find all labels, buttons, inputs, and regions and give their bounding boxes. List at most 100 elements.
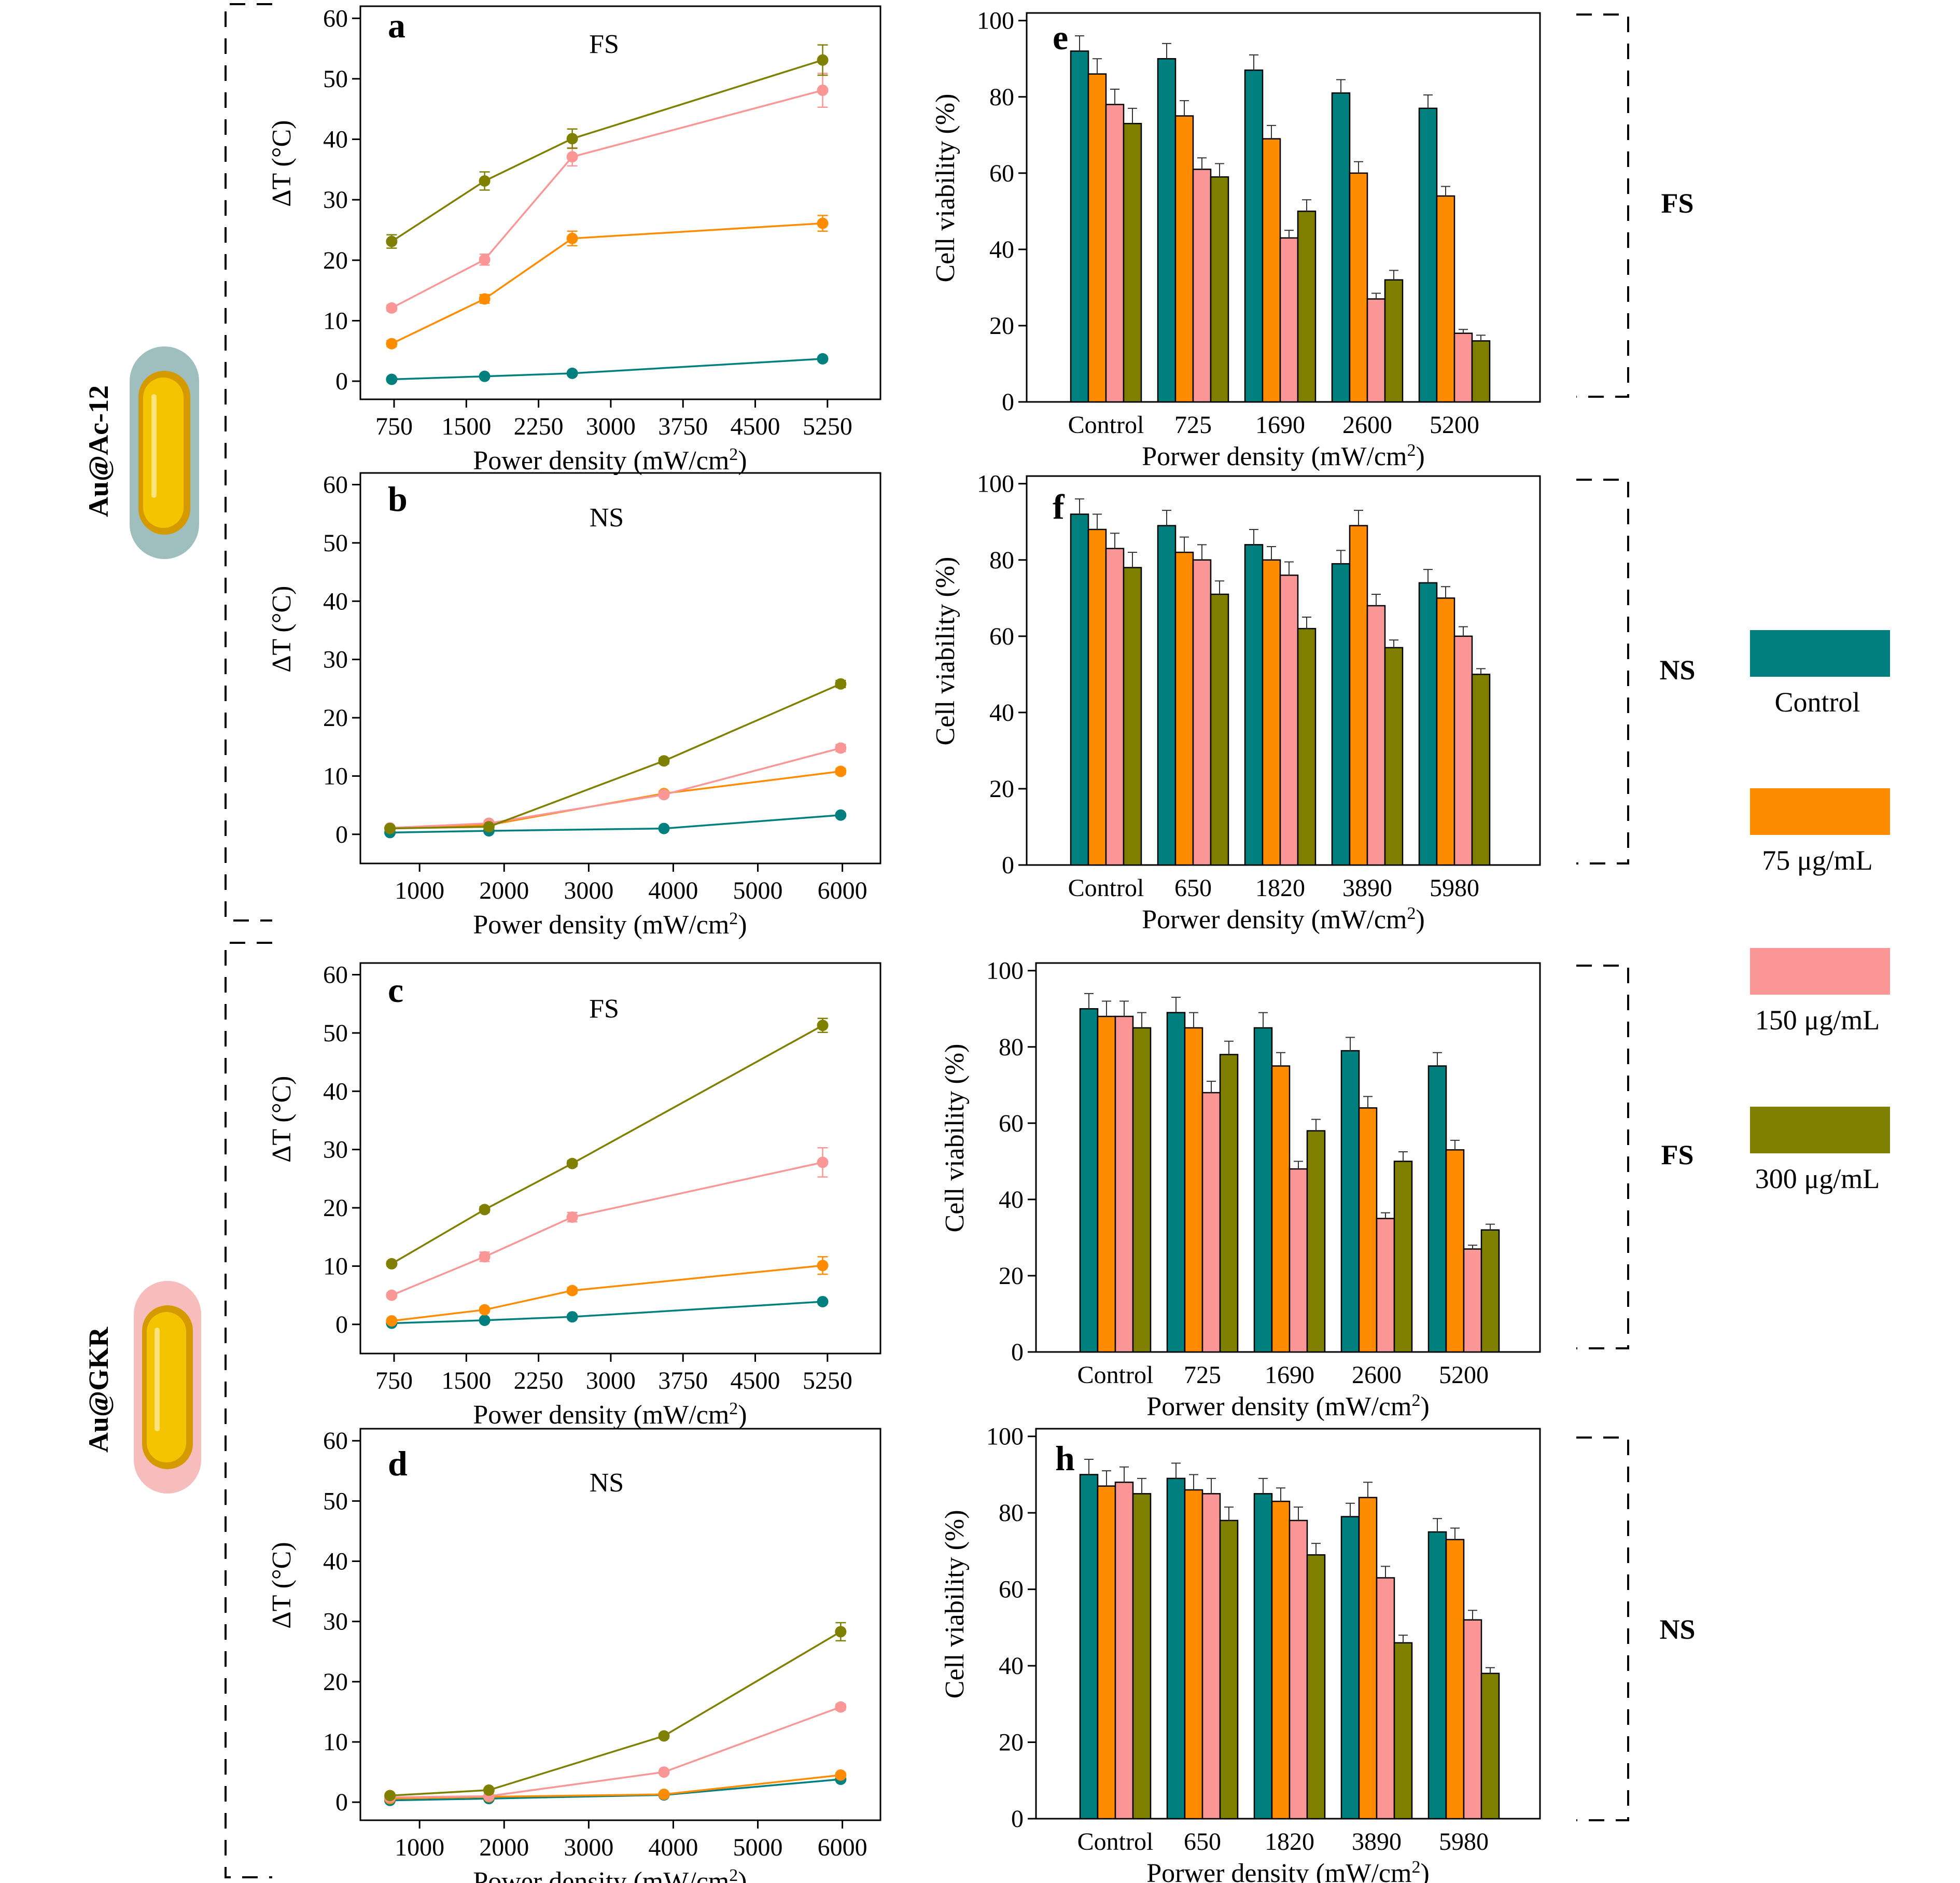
xtick-label: 1000 — [395, 1834, 444, 1861]
bracket-label-ns-2: NS — [1659, 1614, 1695, 1645]
category-label: 725 — [1184, 1361, 1221, 1389]
bar-g-0-2 — [1114, 1015, 1134, 1353]
bar-e-1-3 — [1210, 176, 1229, 403]
panel-label-d: d — [388, 1444, 408, 1483]
ytick-label: 50 — [323, 1020, 348, 1047]
panel-label-f: f — [1053, 487, 1065, 526]
x-axis-label-h: Porwer density (mW/cm2) — [1146, 1858, 1430, 1883]
ytick-label: 10 — [323, 1728, 348, 1756]
data-point — [386, 302, 398, 314]
left-bracket-au-ac12 — [225, 3, 272, 922]
data-point — [658, 755, 670, 767]
xtick-label: 3750 — [658, 413, 708, 440]
right-bracket-h — [1576, 1436, 1629, 1821]
bar-e-2-3 — [1297, 211, 1317, 403]
data-point — [384, 822, 396, 834]
series-line-b-0 — [390, 814, 841, 834]
x-axis-label-a: Power density (mW/cm2) — [473, 445, 747, 476]
legend-label-300: 300 μg/mL — [1755, 1163, 1880, 1194]
bar-h-0-0 — [1079, 1474, 1099, 1820]
series-line-d-3 — [390, 1630, 842, 1797]
data-point — [658, 1766, 670, 1778]
legend-label-150: 150 μg/mL — [1755, 1005, 1880, 1036]
data-point — [566, 367, 578, 379]
ytick-label: 40 — [323, 1078, 348, 1105]
category-label: 725 — [1174, 411, 1212, 439]
ytick-label: 20 — [989, 312, 1014, 340]
data-point — [817, 1156, 829, 1168]
x-axis-label-e: Porwer density (mW/cm2) — [1142, 441, 1425, 471]
bar-e-3-1 — [1349, 172, 1368, 403]
bar-h-2-0 — [1253, 1493, 1273, 1820]
panel-label-c: c — [388, 970, 403, 1010]
bar-f-2-0 — [1244, 544, 1264, 866]
bar-e-4-1 — [1436, 195, 1455, 403]
bar-h-1-3 — [1219, 1519, 1239, 1820]
bar-h-4-2 — [1463, 1619, 1482, 1820]
category-label: 5980 — [1430, 874, 1479, 902]
right-bracket-g — [1576, 965, 1629, 1349]
bar-g-4-1 — [1445, 1149, 1465, 1353]
bar-f-3-1 — [1349, 525, 1368, 866]
ytick-label: 50 — [323, 1487, 348, 1515]
series-line-d-2 — [390, 1706, 841, 1798]
bar-h-0-2 — [1114, 1481, 1134, 1820]
bar-g-2-3 — [1306, 1130, 1326, 1353]
data-point — [483, 821, 495, 833]
bar-f-4-2 — [1453, 635, 1473, 866]
data-point — [817, 353, 829, 365]
data-point — [479, 1314, 491, 1326]
y-axis-label-e: Cell viability (%) — [931, 94, 960, 283]
data-point — [566, 1285, 578, 1296]
bar-g-0-1 — [1097, 1015, 1116, 1353]
series-line-c-2 — [391, 1161, 823, 1296]
bar-f-1-1 — [1174, 551, 1194, 866]
bar-e-0-0 — [1070, 50, 1089, 403]
series-line-b-2 — [390, 747, 841, 829]
ytick-label: 20 — [999, 1262, 1024, 1290]
left-bracket-au-gkr — [225, 942, 272, 1878]
data-point — [386, 1289, 398, 1301]
data-point — [386, 338, 398, 350]
data-point — [658, 789, 670, 801]
ytick-label: 0 — [335, 1311, 348, 1338]
row-label-au-gkr: Au@GKR — [83, 1327, 114, 1453]
bar-f-3-3 — [1384, 647, 1404, 866]
bar-e-0-2 — [1105, 104, 1125, 403]
bar-e-1-0 — [1157, 58, 1177, 403]
panel-title-c: FS — [589, 994, 619, 1024]
category-label: 5980 — [1439, 1828, 1489, 1856]
y-axis-label-g: Cell viability (%) — [940, 1044, 970, 1233]
ytick-label: 20 — [323, 704, 348, 732]
xtick-label: 3000 — [586, 413, 636, 440]
xtick-label: 2250 — [514, 413, 564, 440]
bar-h-4-0 — [1427, 1531, 1447, 1820]
nanorod-au-gkr-icon — [134, 1281, 201, 1494]
data-point — [386, 1258, 398, 1270]
xtick-label: 3000 — [586, 1367, 636, 1394]
bar-g-4-3 — [1480, 1229, 1500, 1353]
bar-h-2-1 — [1271, 1500, 1291, 1820]
series-line-a-3 — [391, 59, 823, 243]
category-label: 2600 — [1352, 1361, 1402, 1389]
xtick-label: 1500 — [441, 1367, 491, 1394]
data-point — [479, 370, 491, 382]
ytick-label: 0 — [335, 821, 348, 848]
bar-e-4-2 — [1453, 332, 1473, 403]
ytick-label: 60 — [999, 1110, 1024, 1137]
xtick-label: 750 — [375, 1367, 413, 1394]
bar-f-1-3 — [1210, 593, 1229, 866]
bar-f-0-1 — [1087, 528, 1107, 866]
bar-g-1-3 — [1219, 1054, 1239, 1353]
data-point — [835, 1701, 847, 1713]
ytick-label: 0 — [1011, 1805, 1024, 1833]
ytick-label: 20 — [323, 247, 348, 274]
xtick-label: 4500 — [731, 1367, 780, 1394]
chart-h: 0 20 40 60 80 100 h Control 650 1820 3890 5980 Porwe… — [940, 1423, 1541, 1883]
bar-e-1-1 — [1174, 115, 1194, 403]
bar-h-3-2 — [1376, 1577, 1395, 1820]
xtick-label: 2250 — [514, 1367, 564, 1394]
x-axis-label-g: Porwer density (mW/cm2) — [1146, 1391, 1430, 1421]
legend-swatch-150 — [1750, 948, 1890, 995]
y-axis-label-h: Cell viability (%) — [940, 1510, 970, 1698]
